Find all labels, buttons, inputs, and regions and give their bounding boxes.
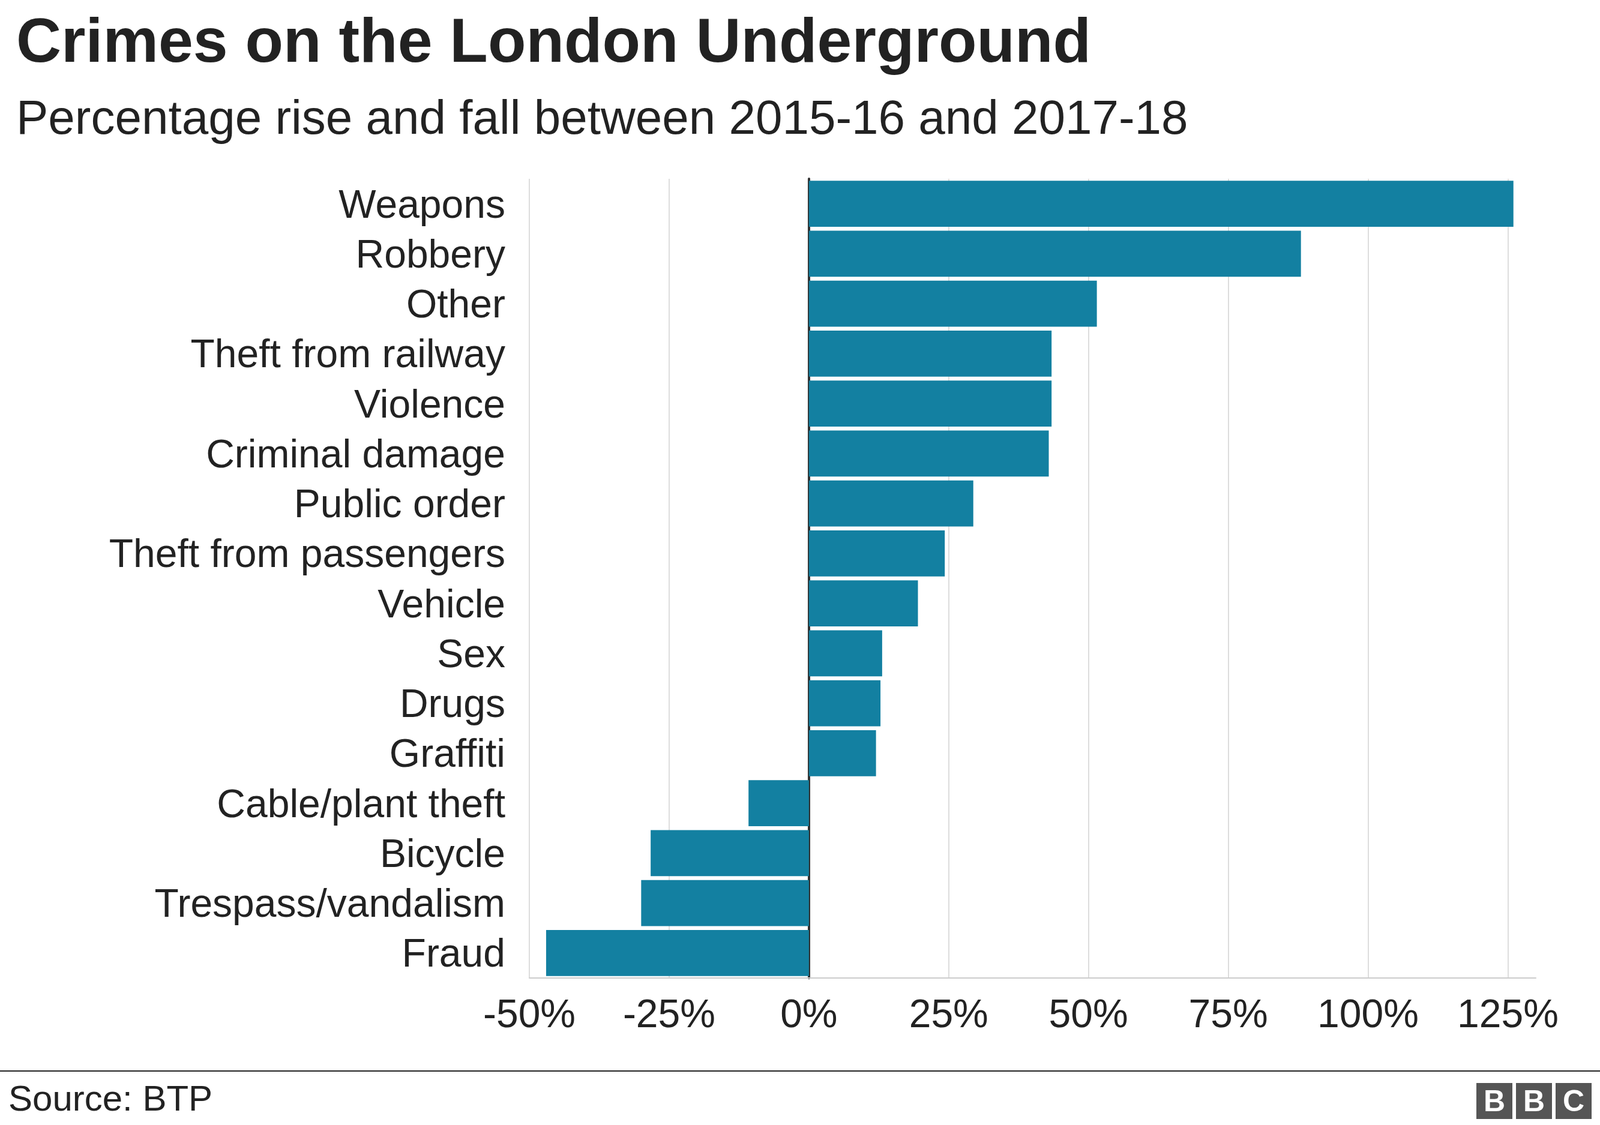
svg-text:Other: Other	[406, 281, 506, 326]
svg-text:Criminal damage: Criminal damage	[205, 431, 506, 476]
svg-text:Violence: Violence	[354, 381, 506, 427]
svg-text:Public order: Public order	[294, 481, 506, 526]
svg-text:50%: 50%	[1049, 991, 1129, 1036]
svg-text:Percentage rise and fall betwe: Percentage rise and fall between 2015-16…	[16, 90, 1189, 145]
svg-text:Sex: Sex	[436, 631, 506, 676]
svg-text:B: B	[1523, 1084, 1545, 1119]
svg-text:Weapons: Weapons	[338, 181, 506, 227]
svg-text:Crimes on the London Undergrou: Crimes on the London Underground	[16, 5, 1092, 76]
svg-text:125%: 125%	[1457, 991, 1559, 1036]
svg-text:100%: 100%	[1317, 991, 1419, 1036]
svg-text:Theft from passengers: Theft from passengers	[109, 531, 506, 576]
svg-text:Bicycle: Bicycle	[379, 831, 506, 876]
svg-text:Drugs: Drugs	[399, 681, 506, 726]
svg-text:-50%: -50%	[483, 991, 576, 1036]
svg-text:Fraud: Fraud	[402, 930, 506, 976]
svg-text:-25%: -25%	[622, 991, 716, 1036]
svg-text:Robbery: Robbery	[355, 231, 506, 277]
svg-text:Theft from railway: Theft from railway	[190, 331, 506, 376]
svg-text:Vehicle: Vehicle	[377, 581, 506, 626]
svg-text:Graffiti: Graffiti	[389, 730, 506, 776]
svg-text:Source: BTP: Source: BTP	[8, 1078, 213, 1119]
svg-text:C: C	[1562, 1084, 1585, 1119]
svg-text:B: B	[1483, 1084, 1506, 1119]
svg-text:Cable/plant theft: Cable/plant theft	[216, 781, 506, 826]
svg-text:25%: 25%	[909, 991, 989, 1036]
svg-text:75%: 75%	[1188, 991, 1269, 1036]
svg-text:Trespass/vandalism: Trespass/vandalism	[154, 881, 506, 926]
svg-text:0%: 0%	[780, 991, 838, 1036]
